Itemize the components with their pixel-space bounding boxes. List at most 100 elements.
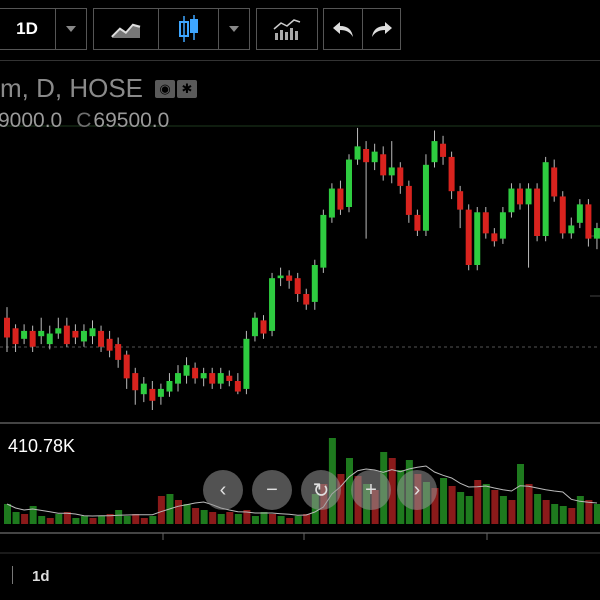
- volume-bar: [440, 478, 448, 524]
- candle-body: [12, 328, 19, 345]
- volume-bar: [192, 508, 200, 524]
- candle-body: [508, 188, 515, 213]
- chart-type-menu-button[interactable]: [218, 9, 249, 49]
- candle-body: [277, 275, 284, 279]
- candle-body: [251, 317, 258, 337]
- candle-body: [568, 225, 575, 234]
- redo-icon: [371, 22, 392, 37]
- symbol-legend: m, D, HOSE: [0, 73, 144, 103]
- chevron-left-icon: ‹: [219, 478, 227, 501]
- scroll-left-button[interactable]: ‹: [203, 470, 243, 510]
- candle-body: [243, 338, 250, 389]
- volume-bar: [585, 500, 593, 524]
- volume-bar: [72, 518, 80, 524]
- candle-body: [328, 188, 335, 218]
- volume-bar: [277, 516, 285, 524]
- volume-bar: [21, 514, 29, 524]
- scroll-right-button[interactable]: ›: [397, 470, 437, 510]
- compare-button[interactable]: [94, 9, 158, 49]
- interval-label: 1D: [16, 19, 38, 38]
- volume-bar: [157, 496, 165, 524]
- price-chart[interactable]: [0, 60, 600, 600]
- candle-body: [175, 373, 181, 384]
- ohlc-partial-value: 9000.0: [0, 109, 63, 132]
- candlesticks: [4, 127, 600, 410]
- volume-bar: [115, 510, 123, 524]
- volume-bar: [149, 516, 157, 524]
- volume-bar: [448, 486, 456, 524]
- volume-bar: [346, 458, 353, 524]
- indicators-group: [256, 8, 318, 50]
- candle-body: [132, 373, 139, 391]
- chart-style-group: [93, 8, 250, 50]
- candle-body: [311, 265, 318, 302]
- volume-bar: [559, 506, 567, 524]
- chevron-down-icon: [229, 26, 239, 32]
- zoom-out-button[interactable]: −: [252, 470, 292, 510]
- eye-icon[interactable]: ◉: [155, 80, 175, 98]
- volume-bar: [55, 514, 63, 524]
- volume-bar: [269, 514, 277, 524]
- volume-bar: [568, 508, 576, 524]
- volume-bar: [63, 512, 71, 524]
- candle-body: [380, 154, 387, 176]
- legend-controls: ◉ ✱: [155, 80, 197, 98]
- candle-body: [89, 328, 96, 337]
- reset-button[interactable]: ↻: [301, 470, 341, 510]
- volume-bar: [388, 458, 396, 524]
- volume-bar: [243, 510, 251, 524]
- volume-bar: [38, 516, 46, 524]
- volume-bar: [303, 514, 311, 524]
- ohlc-values: 9000.0 C69500.0: [0, 109, 169, 133]
- candle-body: [320, 214, 327, 268]
- volume-bar: [474, 480, 482, 524]
- volume-bar: [576, 496, 584, 524]
- candle-body: [448, 156, 455, 192]
- volume-bar: [175, 500, 182, 524]
- candle-body: [157, 388, 164, 397]
- volume-bar: [551, 504, 559, 524]
- volume-bar: [525, 484, 533, 524]
- plus-icon: +: [365, 478, 377, 501]
- settings-icon[interactable]: ✱: [177, 80, 197, 98]
- volume-bar: [200, 510, 208, 524]
- candle-body: [346, 159, 352, 207]
- time-interval-label: 1d: [32, 568, 50, 585]
- candle-body: [517, 188, 523, 205]
- volume-bar: [217, 514, 225, 524]
- candle-body: [585, 204, 592, 239]
- interval-button[interactable]: 1D: [0, 9, 55, 49]
- candle-body: [217, 373, 224, 384]
- interval-menu-button[interactable]: [55, 9, 86, 49]
- close-value: 69500.0: [93, 109, 170, 132]
- indicators-button[interactable]: [257, 9, 317, 49]
- candle-body: [551, 167, 558, 197]
- candle-body: [363, 149, 370, 163]
- candle-body: [465, 209, 472, 265]
- candle-body: [55, 328, 62, 334]
- volume-bar: [4, 504, 11, 524]
- candle-body: [286, 275, 293, 281]
- indicators-icon: [273, 19, 301, 40]
- candle-body: [21, 330, 28, 339]
- chevron-right-icon: ›: [413, 478, 421, 501]
- volume-bar: [12, 512, 20, 524]
- candle-body: [123, 354, 130, 379]
- redo-button[interactable]: [362, 9, 400, 49]
- volume-bar: [251, 516, 259, 524]
- candle-body: [149, 388, 156, 401]
- candle-body: [431, 141, 438, 163]
- undo-button[interactable]: [324, 9, 362, 49]
- volume-bar: [234, 514, 242, 524]
- chart-type-button[interactable]: [158, 9, 218, 49]
- candle-body: [337, 188, 344, 210]
- candle-body: [115, 344, 122, 360]
- volume-bar: [457, 492, 465, 524]
- volume-moving-average: [6, 465, 598, 517]
- candle-body: [499, 212, 506, 239]
- volume-bar: [508, 500, 516, 524]
- candle-body: [38, 330, 45, 337]
- candle-body: [294, 278, 301, 294]
- zoom-in-button[interactable]: +: [351, 470, 391, 510]
- candle-body: [80, 330, 87, 342]
